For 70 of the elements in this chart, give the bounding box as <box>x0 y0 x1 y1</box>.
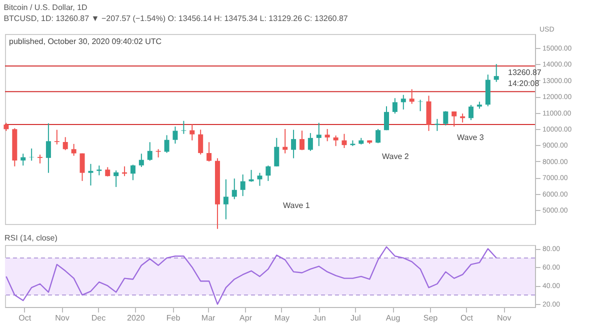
candlestick <box>29 148 34 162</box>
x-tick-label: Jul <box>350 314 361 322</box>
candlestick <box>274 137 280 167</box>
annotation: Wave 2 <box>382 152 410 161</box>
candlestick <box>299 130 304 151</box>
x-tick-label: Dec <box>91 314 106 322</box>
candlestick <box>62 136 68 151</box>
candlestick <box>223 178 228 220</box>
candlestick <box>130 164 136 181</box>
candlestick <box>88 163 94 186</box>
x-tick-label: Jun <box>312 314 326 322</box>
x-tick-label: Oct <box>18 314 32 322</box>
candlestick <box>248 169 254 182</box>
candlestick <box>291 129 296 159</box>
candlestick <box>38 154 43 164</box>
candlestick <box>384 106 390 131</box>
x-tick-label: Mar <box>201 314 216 322</box>
candlestick <box>172 126 178 144</box>
candlestick <box>376 128 381 144</box>
candlestick <box>494 64 499 82</box>
candlestick <box>452 110 457 128</box>
x-tick-label: Nov <box>496 314 512 322</box>
x-tick-label: Oct <box>460 314 474 322</box>
chart-subtitle: BTCUSD, 1D: 13260.87 ▼ −207.57 (−1.54%) O: 13456.14 H: 13475.34 L: 13129.26 C: 13260.87 <box>4 14 348 23</box>
candlestick <box>308 132 313 152</box>
candlestick <box>342 133 347 148</box>
chart-title: RSI (14, close) <box>4 234 58 243</box>
x-tick-label: Apr <box>240 314 252 322</box>
candlestick <box>426 95 432 132</box>
chart-title: Bitcoin / U.S. Dollar, 1D <box>4 3 88 12</box>
x-tick-label: Nov <box>55 314 70 322</box>
candlestick <box>409 88 414 104</box>
candlestick <box>20 153 26 166</box>
candlestick <box>114 170 119 188</box>
candlestick <box>392 98 398 114</box>
candlestick <box>240 174 246 197</box>
annotation: published, October 30, 2020 09:40:02 UTC <box>9 37 162 46</box>
candlestick <box>443 110 448 126</box>
candlestick <box>181 120 186 134</box>
candlestick <box>190 124 195 141</box>
candlestick <box>468 104 474 121</box>
candlestick <box>333 134 338 147</box>
candlestick <box>80 152 85 182</box>
candlestick <box>198 129 204 155</box>
candlestick <box>206 142 212 162</box>
x-tick-label: Sep <box>423 314 438 322</box>
candlestick <box>400 94 406 110</box>
x-tick-label: May <box>274 314 290 322</box>
candlestick <box>324 128 330 142</box>
candlestick <box>71 143 76 156</box>
candlestick <box>266 165 271 182</box>
candlestick <box>96 165 102 176</box>
candlestick <box>164 134 170 154</box>
candlestick <box>282 128 288 154</box>
x-tick-label: 2020 <box>126 314 146 322</box>
candlestick <box>138 153 144 168</box>
annotation: Wave 1 <box>283 201 310 210</box>
x-tick-label: Feb <box>166 314 181 322</box>
candlestick <box>46 122 51 174</box>
annotation: Wave 3 <box>457 133 484 142</box>
candlestick <box>147 142 152 162</box>
x-tick-label: Aug <box>386 314 400 322</box>
annotation: 14:20:08 <box>508 79 540 88</box>
candlestick <box>232 178 237 200</box>
candlestick <box>54 129 60 145</box>
candlestick <box>316 122 322 147</box>
candlestick <box>105 166 110 177</box>
annotation: 13260.87 <box>508 68 542 77</box>
candlestick <box>257 172 262 186</box>
line-series <box>6 246 497 305</box>
